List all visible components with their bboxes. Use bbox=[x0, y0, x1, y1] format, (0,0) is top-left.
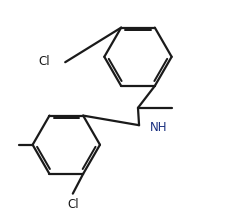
Text: Cl: Cl bbox=[39, 55, 50, 68]
Text: Cl: Cl bbox=[67, 198, 78, 211]
Text: NH: NH bbox=[149, 121, 167, 134]
